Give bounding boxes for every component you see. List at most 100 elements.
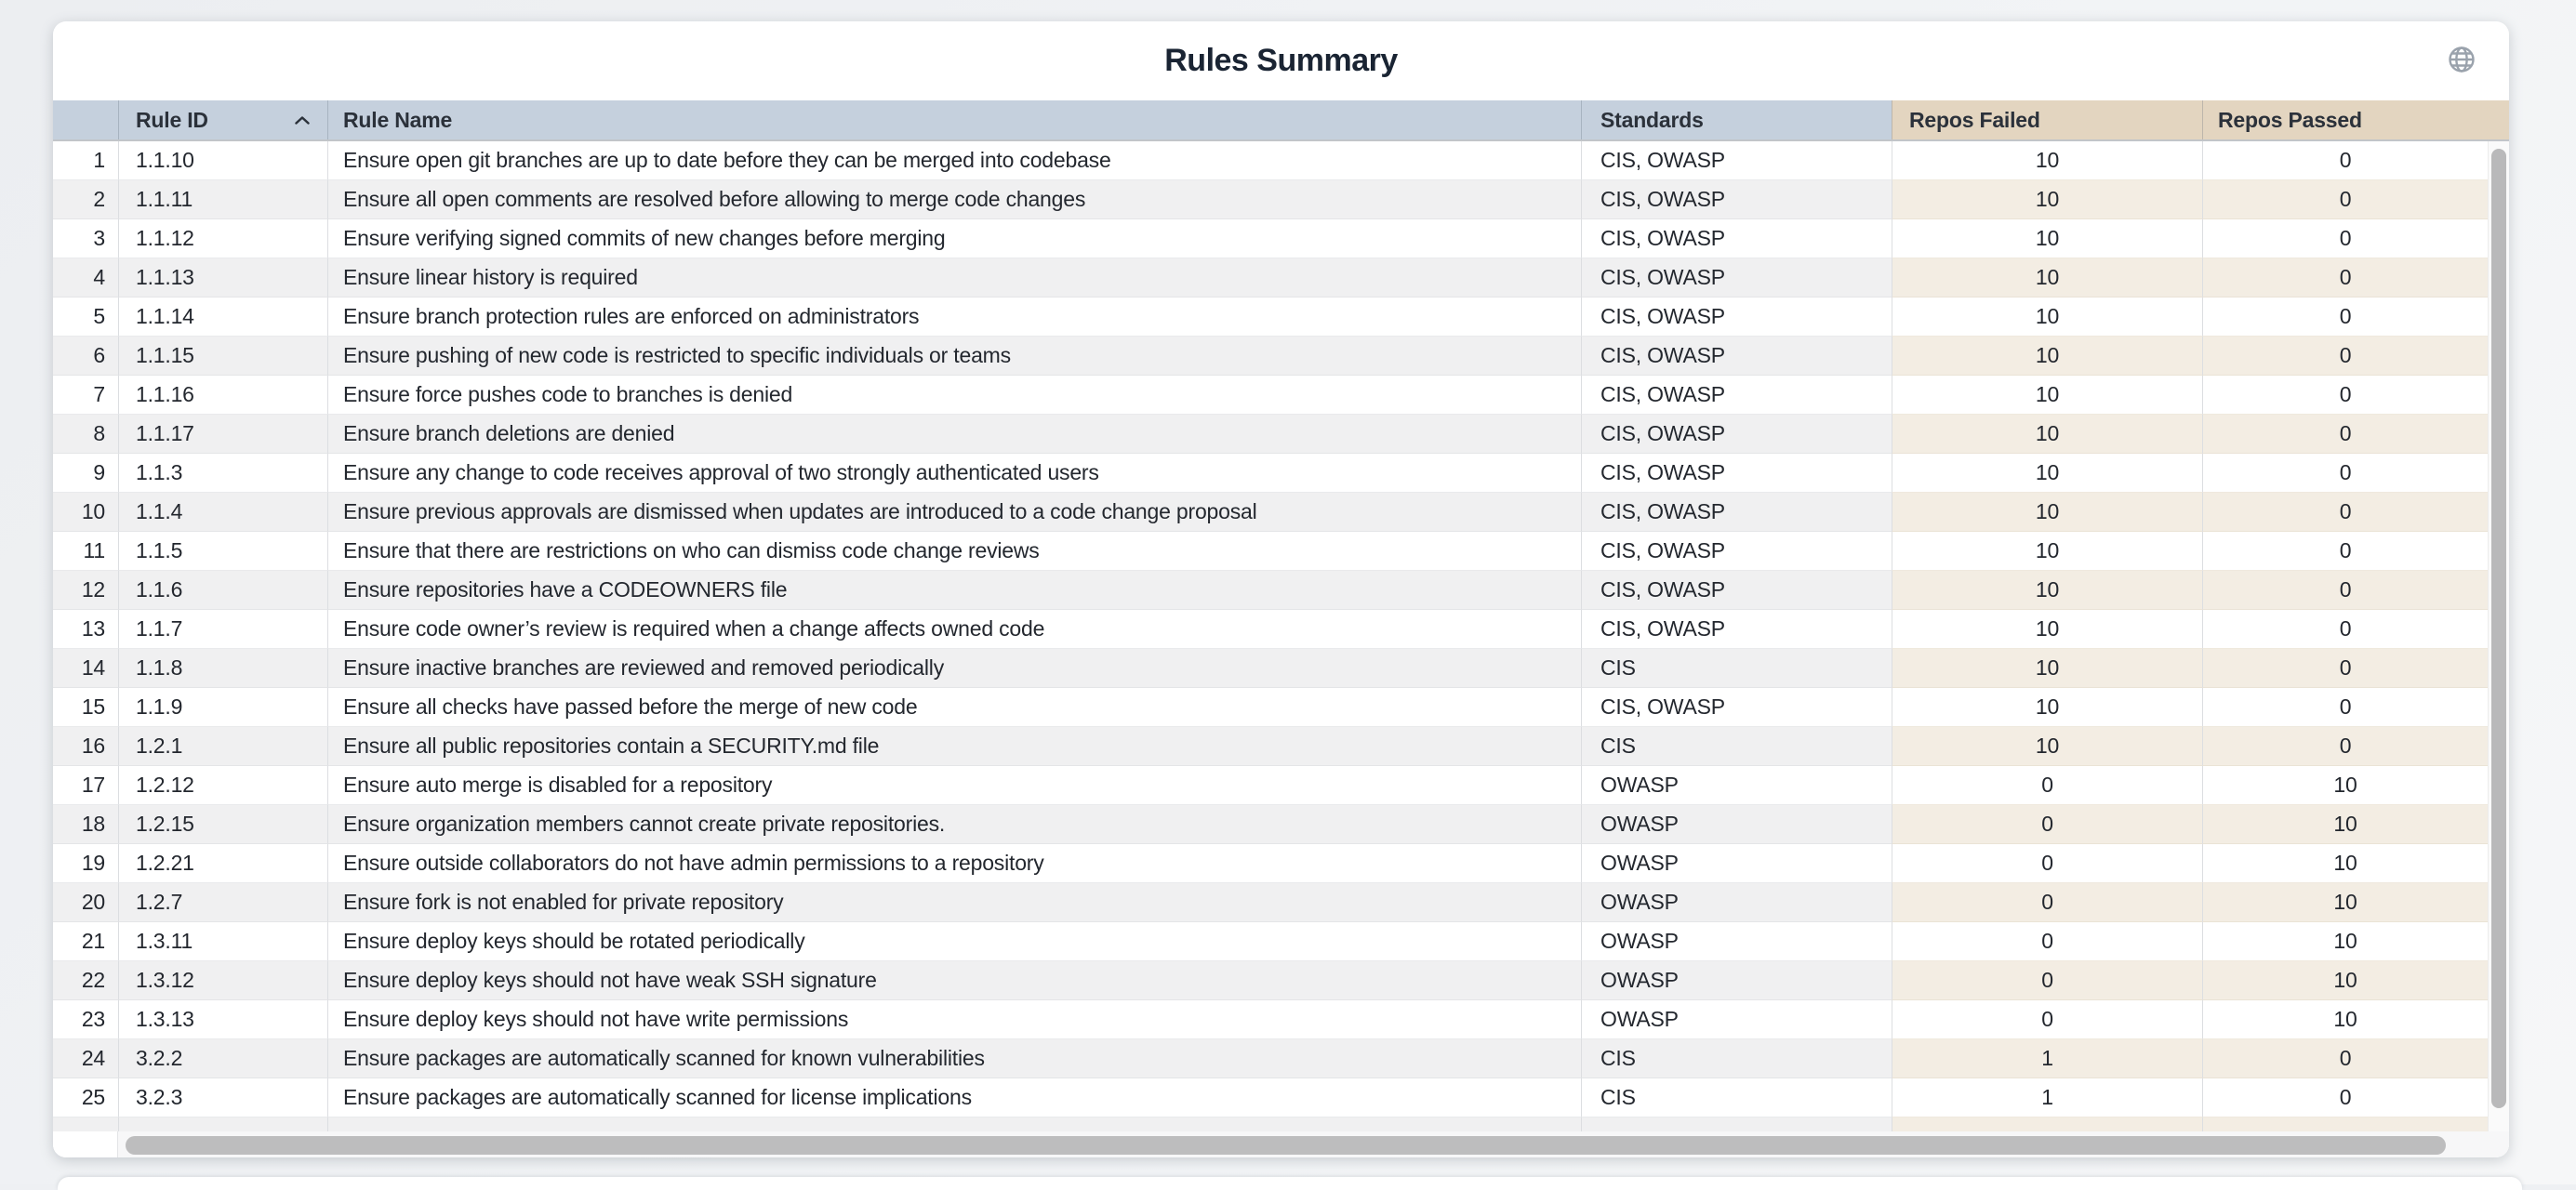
standards-cell: CIS <box>1581 649 1892 688</box>
repos-passed-cell: 0 <box>2202 141 2488 180</box>
repos-passed-cell: 10 <box>2202 961 2488 1000</box>
standards-cell: OWASP <box>1581 805 1892 844</box>
header-rule-id-label: Rule ID <box>136 107 208 132</box>
table-row: 10 1.1.4 Ensure previous approvals are d… <box>53 493 2488 532</box>
standards-cell: CIS, OWASP <box>1581 141 1892 180</box>
rule-name-cell: Ensure deploy keys should not have write… <box>327 1000 1581 1039</box>
rule-id-cell <box>118 1117 327 1131</box>
repos-failed-cell: 10 <box>1892 493 2202 532</box>
repos-passed-cell <box>2202 1117 2488 1131</box>
standards-cell: OWASP <box>1581 766 1892 805</box>
standards-cell: CIS <box>1581 1078 1892 1117</box>
rule-id-cell: 3.2.2 <box>118 1039 327 1078</box>
repos-failed-cell: 0 <box>1892 883 2202 922</box>
table-row-partial <box>53 1117 2488 1131</box>
row-index-cell: 20 <box>53 883 118 922</box>
repos-failed-cell: 10 <box>1892 727 2202 766</box>
repos-failed-cell: 10 <box>1892 337 2202 376</box>
repos-failed-cell: 0 <box>1892 844 2202 883</box>
repos-failed-cell: 1 <box>1892 1039 2202 1078</box>
rule-name-cell: Ensure verifying signed commits of new c… <box>327 219 1581 258</box>
rule-id-cell: 1.1.17 <box>118 415 327 454</box>
table-body: 1 1.1.10 Ensure open git branches are up… <box>53 141 2488 1131</box>
panel-header: Rules Summary <box>53 21 2509 100</box>
row-index-cell: 15 <box>53 688 118 727</box>
table-row: 16 1.2.1 Ensure all public repositories … <box>53 727 2488 766</box>
row-index-cell: 14 <box>53 649 118 688</box>
repos-failed-cell: 10 <box>1892 532 2202 571</box>
row-index-cell: 19 <box>53 844 118 883</box>
globe-icon[interactable] <box>2446 44 2477 75</box>
repos-failed-cell: 10 <box>1892 141 2202 180</box>
rule-id-cell: 1.3.11 <box>118 922 327 961</box>
rule-id-cell: 1.1.11 <box>118 180 327 219</box>
header-standards[interactable]: Standards <box>1581 100 1892 139</box>
repos-passed-cell: 0 <box>2202 688 2488 727</box>
repos-passed-cell: 0 <box>2202 415 2488 454</box>
repos-passed-cell: 0 <box>2202 532 2488 571</box>
standards-cell: CIS, OWASP <box>1581 258 1892 298</box>
table-row: 13 1.1.7 Ensure code owner’s review is r… <box>53 610 2488 649</box>
horizontal-scrollbar-thumb[interactable] <box>126 1136 2446 1155</box>
header-repos-failed-label: Repos Failed <box>1909 107 2040 132</box>
table-row: 21 1.3.11 Ensure deploy keys should be r… <box>53 922 2488 961</box>
table-row: 12 1.1.6 Ensure repositories have a CODE… <box>53 571 2488 610</box>
header-repos-failed[interactable]: Repos Failed <box>1892 100 2202 139</box>
rule-id-cell: 1.1.9 <box>118 688 327 727</box>
repos-passed-cell: 0 <box>2202 610 2488 649</box>
rule-name-cell: Ensure outside collaborators do not have… <box>327 844 1581 883</box>
standards-cell: CIS, OWASP <box>1581 376 1892 415</box>
horizontal-scrollbar-spacer <box>53 1131 118 1157</box>
rule-id-cell: 1.2.7 <box>118 883 327 922</box>
repos-failed-cell: 10 <box>1892 415 2202 454</box>
standards-cell <box>1581 1117 1892 1131</box>
row-index-cell: 8 <box>53 415 118 454</box>
header-repos-passed[interactable]: Repos Passed <box>2202 100 2509 139</box>
repos-failed-cell: 10 <box>1892 610 2202 649</box>
rule-id-cell: 1.3.13 <box>118 1000 327 1039</box>
row-index-cell: 16 <box>53 727 118 766</box>
repos-passed-cell: 0 <box>2202 219 2488 258</box>
rule-id-cell: 1.1.14 <box>118 298 327 337</box>
repos-failed-cell: 0 <box>1892 961 2202 1000</box>
header-rule-id[interactable]: Rule ID <box>118 100 327 139</box>
row-index-cell: 3 <box>53 219 118 258</box>
row-index-cell: 9 <box>53 454 118 493</box>
header-rule-name[interactable]: Rule Name <box>327 100 1581 139</box>
standards-cell: CIS, OWASP <box>1581 454 1892 493</box>
rule-id-cell: 1.1.7 <box>118 610 327 649</box>
rule-name-cell: Ensure deploy keys should be rotated per… <box>327 922 1581 961</box>
standards-cell: CIS, OWASP <box>1581 688 1892 727</box>
horizontal-scrollbar-track[interactable] <box>118 1131 2509 1157</box>
repos-passed-cell: 0 <box>2202 376 2488 415</box>
table-row: 4 1.1.13 Ensure linear history is requir… <box>53 258 2488 298</box>
repos-failed-cell: 10 <box>1892 688 2202 727</box>
rule-name-cell: Ensure repositories have a CODEOWNERS fi… <box>327 571 1581 610</box>
table-row: 24 3.2.2 Ensure packages are automatical… <box>53 1039 2488 1078</box>
repos-passed-cell: 0 <box>2202 493 2488 532</box>
repos-failed-cell: 0 <box>1892 766 2202 805</box>
repos-passed-cell: 10 <box>2202 1000 2488 1039</box>
repos-passed-cell: 0 <box>2202 454 2488 493</box>
sort-ascending-icon <box>295 115 310 125</box>
row-index-cell: 1 <box>53 141 118 180</box>
next-panel-top-edge <box>58 1177 2522 1190</box>
repos-passed-cell: 10 <box>2202 844 2488 883</box>
row-index-cell: 6 <box>53 337 118 376</box>
rule-name-cell: Ensure pushing of new code is restricted… <box>327 337 1581 376</box>
header-rule-name-label: Rule Name <box>343 107 453 132</box>
standards-cell: CIS <box>1581 1039 1892 1078</box>
table-row: 15 1.1.9 Ensure all checks have passed b… <box>53 688 2488 727</box>
table-row: 5 1.1.14 Ensure branch protection rules … <box>53 298 2488 337</box>
vertical-scrollbar-track[interactable] <box>2488 141 2509 1131</box>
vertical-scrollbar-thumb[interactable] <box>2491 149 2506 1108</box>
row-index-cell: 2 <box>53 180 118 219</box>
rule-name-cell: Ensure deploy keys should not have weak … <box>327 961 1581 1000</box>
table-row: 25 3.2.3 Ensure packages are automatical… <box>53 1078 2488 1117</box>
horizontal-scrollbar-row <box>53 1131 2509 1157</box>
table-row: 23 1.3.13 Ensure deploy keys should not … <box>53 1000 2488 1039</box>
row-index-cell <box>53 1117 118 1131</box>
rule-name-cell: Ensure inactive branches are reviewed an… <box>327 649 1581 688</box>
repos-failed-cell: 10 <box>1892 219 2202 258</box>
rule-name-cell: Ensure fork is not enabled for private r… <box>327 883 1581 922</box>
